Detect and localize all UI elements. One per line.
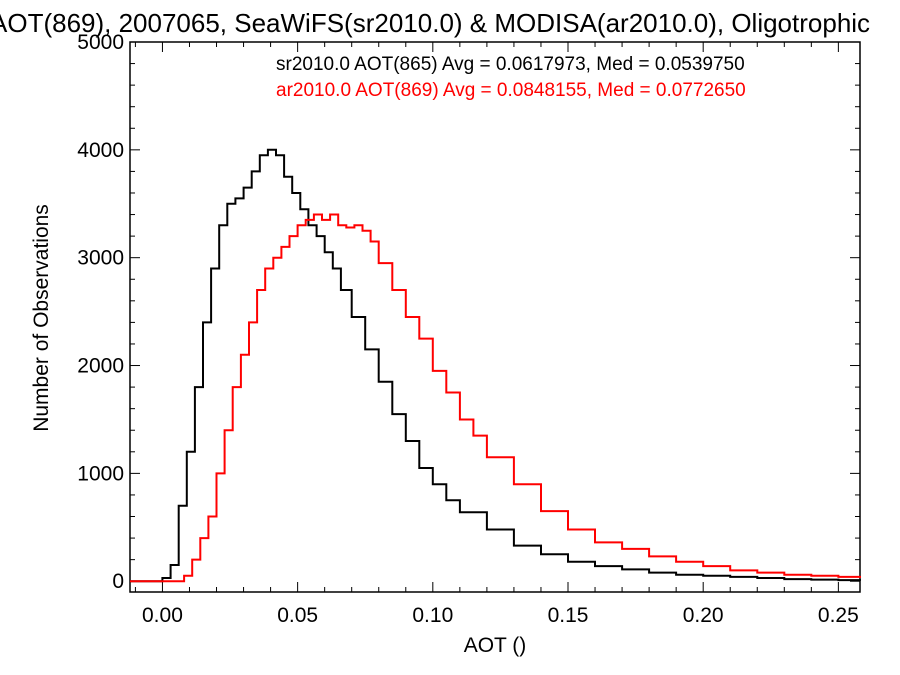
y-tick-label: 3000: [77, 247, 124, 270]
y-tick-label: 1000: [77, 462, 124, 485]
series-line-red: [130, 213, 861, 583]
x-tick-label: 0.15: [548, 604, 589, 627]
legend-entry-black-series: sr2010.0 AOT(865) Avg = 0.0617973, Med =…: [276, 54, 745, 75]
x-axis-label: AOT (): [464, 634, 527, 657]
y-tick-label: 0: [112, 570, 124, 593]
y-tick-label: 4000: [77, 139, 124, 162]
axis-ticks: 0.00 0.05 0.10 0.15 0.20 0.25 0 1000 2000 3000 400…: [77, 31, 860, 627]
x-tick-label: 0.05: [277, 604, 318, 627]
x-tick-label: 0.25: [818, 604, 859, 627]
legend-entry-red-series: ar2010.0 AOT(869) Avg = 0.0848155, Med =…: [276, 80, 746, 101]
y-tick-label: 5000: [77, 31, 124, 54]
series-layer: [130, 148, 861, 583]
x-tick-label: 0.00: [142, 604, 183, 627]
series-line-black: [130, 148, 861, 583]
x-tick-label: 0.10: [412, 604, 453, 627]
plot-frame: [129, 41, 861, 593]
y-tick-label: 2000: [77, 355, 124, 378]
x-tick-label: 0.20: [683, 604, 724, 627]
y-axis-label: Number of Observations: [30, 204, 53, 432]
chart-title: AOT(869), 2007065, SeaWiFS(sr2010.0) & M…: [0, 8, 870, 38]
